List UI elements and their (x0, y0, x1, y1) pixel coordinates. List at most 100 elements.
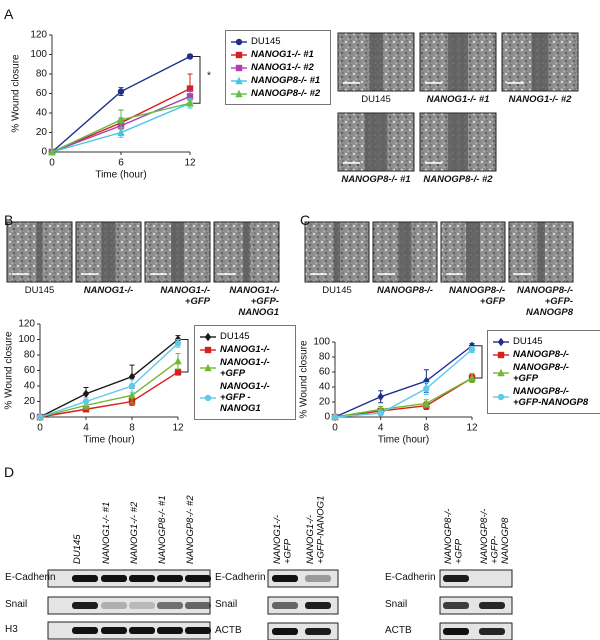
y-tick-label: 100 (313, 337, 330, 348)
series-line (39, 360, 179, 418)
wound-gap (101, 222, 116, 282)
legend: DU145 NANOGP8-/- NANOGP8-/- +GFP NANOGP8-/-… (487, 330, 600, 414)
marker (377, 410, 384, 417)
y-tick-label: 0 (324, 412, 330, 423)
legend-swatch (200, 394, 216, 401)
marker (117, 128, 125, 136)
legend-label: DU145 (251, 36, 281, 47)
legend-label: NANOG1-/- (220, 344, 270, 355)
legend-entry: NANOG1-/- +GFP (199, 357, 291, 379)
legend-label: NANOG1-/- +GFP - NANOG1 (220, 381, 270, 414)
blot-band (443, 602, 469, 609)
wound-gap (364, 113, 388, 171)
marker (235, 76, 243, 84)
x-axis-label: Time (hour) (83, 435, 134, 446)
micrograph-label: NANOG1-/- #2 (508, 94, 572, 105)
wound-gap (448, 33, 468, 91)
lane-label: NANOG1-/- +GFP-NANOG1 (305, 495, 327, 564)
legend-swatch (231, 89, 247, 97)
marker (82, 398, 90, 405)
blot-strip (267, 569, 339, 588)
x-tick-label: 4 (378, 423, 384, 434)
legend-entry: NANOGP8-/- #1 (230, 75, 326, 86)
blot-band (479, 602, 505, 609)
marker (423, 376, 430, 386)
x-tick-label: 0 (49, 158, 55, 169)
marker (117, 115, 125, 124)
x-tick-label: 12 (172, 423, 184, 434)
wound-gap (333, 222, 341, 282)
blot-row-label: E-Cadherin (5, 572, 56, 583)
blot-band (72, 627, 98, 634)
y-axis-label: % Wound closure (299, 340, 310, 419)
blot-band (72, 602, 98, 609)
marker (117, 88, 125, 95)
blot-row-label: E-Cadherin (215, 572, 266, 583)
marker (48, 147, 56, 156)
marker (235, 51, 243, 58)
marker (377, 392, 384, 401)
blot-band (157, 627, 183, 634)
significance-bracket (181, 339, 189, 373)
blot-band (129, 627, 155, 634)
line-chart: 0 20 40 60 80 100 0 4 8 12 Time (hour) % Wound clos… (299, 337, 493, 446)
marker (174, 340, 182, 347)
panel-label: C (300, 212, 311, 228)
blot-band (129, 602, 155, 609)
marker (468, 346, 476, 353)
legend-label: NANOGP8-/- +GFP-NANOGP8 (513, 386, 589, 408)
blot-row-label: Snail (5, 599, 28, 610)
wound-gap (465, 222, 481, 282)
marker (331, 413, 339, 421)
x-tick-label: 0 (37, 423, 43, 434)
series-line (334, 348, 473, 418)
lane-label: NANOGP8-/-+GFP (443, 508, 465, 564)
blot-band (479, 628, 505, 635)
legend-entry: NANOGP8-/- +GFP (492, 362, 596, 384)
blot-band (272, 602, 298, 609)
marker (204, 332, 212, 341)
lane-label: NANOG1-/-+GFP (272, 514, 294, 564)
x-tick-label: 12 (466, 423, 478, 434)
legend-label: DU145 (220, 331, 250, 342)
micrograph-label: NANOG1-/- +GFP (160, 285, 210, 307)
legend-entry: NANOG1-/- #2 (230, 62, 326, 73)
marker (204, 394, 212, 401)
legend-entry: NANOG1-/- +GFP - NANOG1 (199, 381, 291, 414)
marker (174, 357, 182, 365)
marker (468, 373, 476, 382)
y-tick-label: 0 (29, 412, 35, 423)
series-line (39, 371, 179, 418)
y-tick-label: 40 (36, 108, 48, 119)
legend: DU145 NANOG1-/- NANOG1-/- +GFP NANOG1-/- +G… (194, 325, 296, 420)
legend-label: NANOGP8-/- #1 (251, 75, 321, 86)
legend-swatch (231, 64, 247, 71)
panel-label: A (4, 6, 14, 22)
y-tick-label: 0 (41, 147, 47, 158)
x-tick-label: 4 (83, 423, 89, 434)
line-chart: 0 20 40 60 80 100 120 0 6 12 Time (hour) % Wound cl… (11, 30, 211, 181)
significance-bracket (475, 345, 483, 379)
significance-star: * (207, 70, 211, 81)
lane-label: NANOG1-/- #1 (101, 501, 112, 564)
x-tick-label: 0 (332, 423, 338, 434)
marker (235, 64, 243, 71)
blot-strip (267, 596, 339, 615)
significance-bracket (193, 55, 201, 104)
legend-label: NANOGP8-/- #2 (251, 88, 321, 99)
line-chart: 0 20 40 60 80 100 120 0 4 8 12 Time (hour) % Wound c… (4, 319, 199, 446)
legend-label: DU145 (513, 336, 543, 347)
blot-band (101, 575, 127, 582)
x-tick-label: 8 (129, 423, 135, 434)
blot-strip (439, 569, 513, 588)
x-tick-label: 6 (118, 158, 124, 169)
micrograph-label: NANOG1-/- +GFP-NANOG1 (229, 285, 279, 318)
y-tick-label: 20 (36, 127, 48, 138)
blot-band (157, 575, 183, 582)
y-tick-label: 20 (319, 397, 331, 408)
wound-gap (369, 33, 383, 91)
legend-label: NANOGP8-/- (513, 349, 569, 360)
lane-label: NANOG1-/- #2 (129, 501, 140, 564)
y-tick-label: 80 (319, 352, 331, 363)
